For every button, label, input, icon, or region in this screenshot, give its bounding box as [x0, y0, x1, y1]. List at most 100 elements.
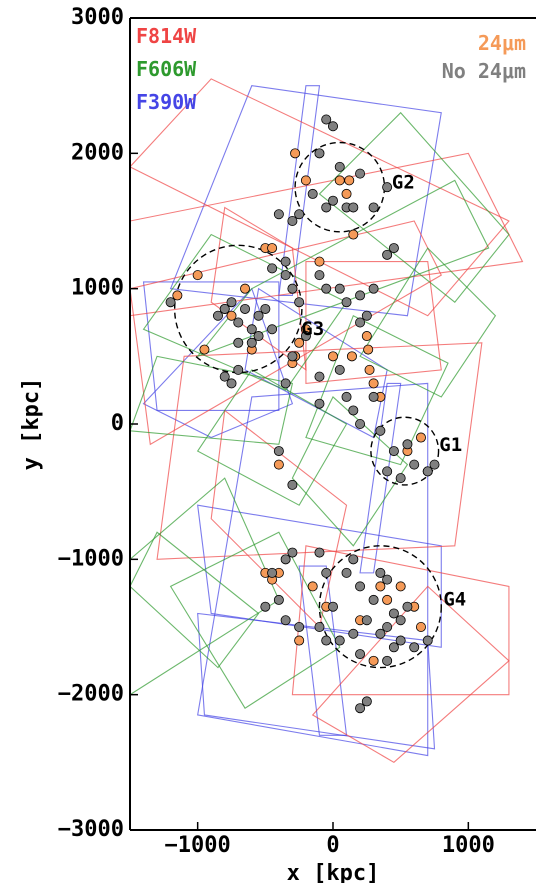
point-no-24um-42 — [334, 161, 345, 172]
point-no-24um-82 — [388, 608, 399, 619]
point-no-24um-35 — [327, 121, 338, 132]
point-no-24um-77 — [355, 581, 366, 592]
point-no-24um-55 — [314, 371, 325, 382]
field-f814w-15 — [156, 342, 483, 560]
point-no-24um-96 — [382, 574, 393, 585]
point-no-24um-5 — [246, 324, 257, 335]
point-no-24um-44 — [388, 243, 399, 254]
point-no-24um-24 — [314, 270, 325, 281]
point-24um-7 — [240, 283, 251, 294]
point-24um-19 — [344, 175, 355, 186]
point-no-24um-75 — [327, 601, 338, 612]
group-circle-g1 — [370, 416, 440, 486]
point-24um-15 — [290, 148, 301, 159]
point-no-24um-72 — [314, 547, 325, 558]
point-no-24um-61 — [382, 466, 393, 477]
point-no-24um-59 — [395, 473, 406, 484]
field-f390w-2 — [142, 287, 294, 439]
point-no-24um-47 — [361, 310, 372, 321]
field-f814w-12 — [130, 152, 524, 317]
point-24um-2 — [172, 290, 183, 301]
point-no-24um-69 — [273, 594, 284, 605]
point-no-24um-95 — [375, 567, 386, 578]
point-no-24um-66 — [287, 479, 298, 490]
point-no-24um-23 — [280, 256, 291, 267]
filter-legend: F814W F606W F390W — [136, 24, 197, 114]
point-24um-16 — [300, 175, 311, 186]
point-no-24um-60 — [402, 439, 413, 450]
y-tick-label-7: 3000 — [71, 5, 124, 30]
point-24um-41 — [368, 655, 379, 666]
field-f814w-11 — [130, 78, 510, 317]
group-label-g3: G3 — [301, 318, 324, 340]
group-label-g2: G2 — [392, 172, 415, 194]
point-no-24um-71 — [294, 622, 305, 633]
y-tick-label-4: 0 — [111, 411, 124, 436]
plot-frame — [129, 17, 536, 831]
point-no-24um-16 — [280, 378, 291, 389]
point-no-24um-38 — [355, 168, 366, 179]
point-no-24um-39 — [368, 202, 379, 213]
point-24um-22 — [361, 331, 372, 342]
point-no-24um-64 — [429, 459, 440, 470]
point-no-24um-1 — [165, 297, 176, 308]
point-no-24um-29 — [273, 209, 284, 220]
point-no-24um-81 — [382, 622, 393, 633]
point-legend: 24μm No 24μm — [442, 31, 526, 83]
point-24um-38 — [395, 581, 406, 592]
point-24um-10 — [294, 337, 305, 348]
legend-f814w: F814W — [136, 24, 197, 48]
legend-no-24um: No 24μm — [442, 59, 526, 83]
point-no-24um-84 — [402, 601, 413, 612]
point-24um-28 — [415, 432, 426, 443]
point-no-24um-31 — [294, 209, 305, 220]
point-no-24um-91 — [334, 635, 345, 646]
point-24um-9 — [267, 243, 278, 254]
point-24um-35 — [307, 581, 318, 592]
point-24um-36 — [375, 581, 386, 592]
point-no-24um-4 — [233, 317, 244, 328]
point-no-24um-40 — [382, 182, 393, 193]
field-f606w-25 — [196, 369, 348, 506]
field-f390w-9 — [359, 382, 402, 574]
point-no-24um-94 — [355, 703, 366, 714]
point-24um-40 — [415, 622, 426, 633]
point-no-24um-43 — [321, 202, 332, 213]
point-no-24um-18 — [253, 331, 264, 342]
field-f814w-16 — [210, 409, 348, 629]
point-no-24um-46 — [368, 283, 379, 294]
point-24um-5 — [226, 310, 237, 321]
field-f814w-17 — [291, 545, 510, 696]
point-no-24um-51 — [348, 405, 359, 416]
point-no-24um-79 — [361, 615, 372, 626]
point-no-24um-32 — [307, 188, 318, 199]
point-24um-1 — [192, 270, 203, 281]
point-no-24um-76 — [341, 567, 352, 578]
field-f606w-29 — [359, 247, 497, 398]
point-no-24um-10 — [240, 303, 251, 314]
point-no-24um-48 — [355, 317, 366, 328]
field-f606w-23 — [130, 355, 294, 445]
point-no-24um-28 — [355, 290, 366, 301]
point-no-24um-22 — [294, 297, 305, 308]
point-no-24um-73 — [321, 567, 332, 578]
y-tick-label-3: −1000 — [58, 546, 124, 571]
field-f606w-27 — [318, 111, 510, 303]
point-no-24um-57 — [375, 425, 386, 436]
filter-fields — [130, 78, 524, 764]
point-no-24um-78 — [368, 594, 379, 605]
y-axis-label: y [kpc] — [19, 378, 44, 471]
point-no-24um-93 — [361, 696, 372, 707]
legend-f390w: F390W — [136, 90, 197, 114]
galaxy-points — [165, 114, 440, 714]
point-no-24um-7 — [253, 310, 264, 321]
point-no-24um-98 — [287, 547, 298, 558]
field-f606w-22 — [169, 531, 341, 709]
point-no-24um-8 — [260, 303, 271, 314]
point-24um-37 — [382, 594, 393, 605]
legend-f606w: F606W — [136, 57, 197, 81]
point-no-24um-21 — [287, 283, 298, 294]
y-tick-label-6: 2000 — [71, 140, 124, 165]
point-no-24um-27 — [341, 297, 352, 308]
